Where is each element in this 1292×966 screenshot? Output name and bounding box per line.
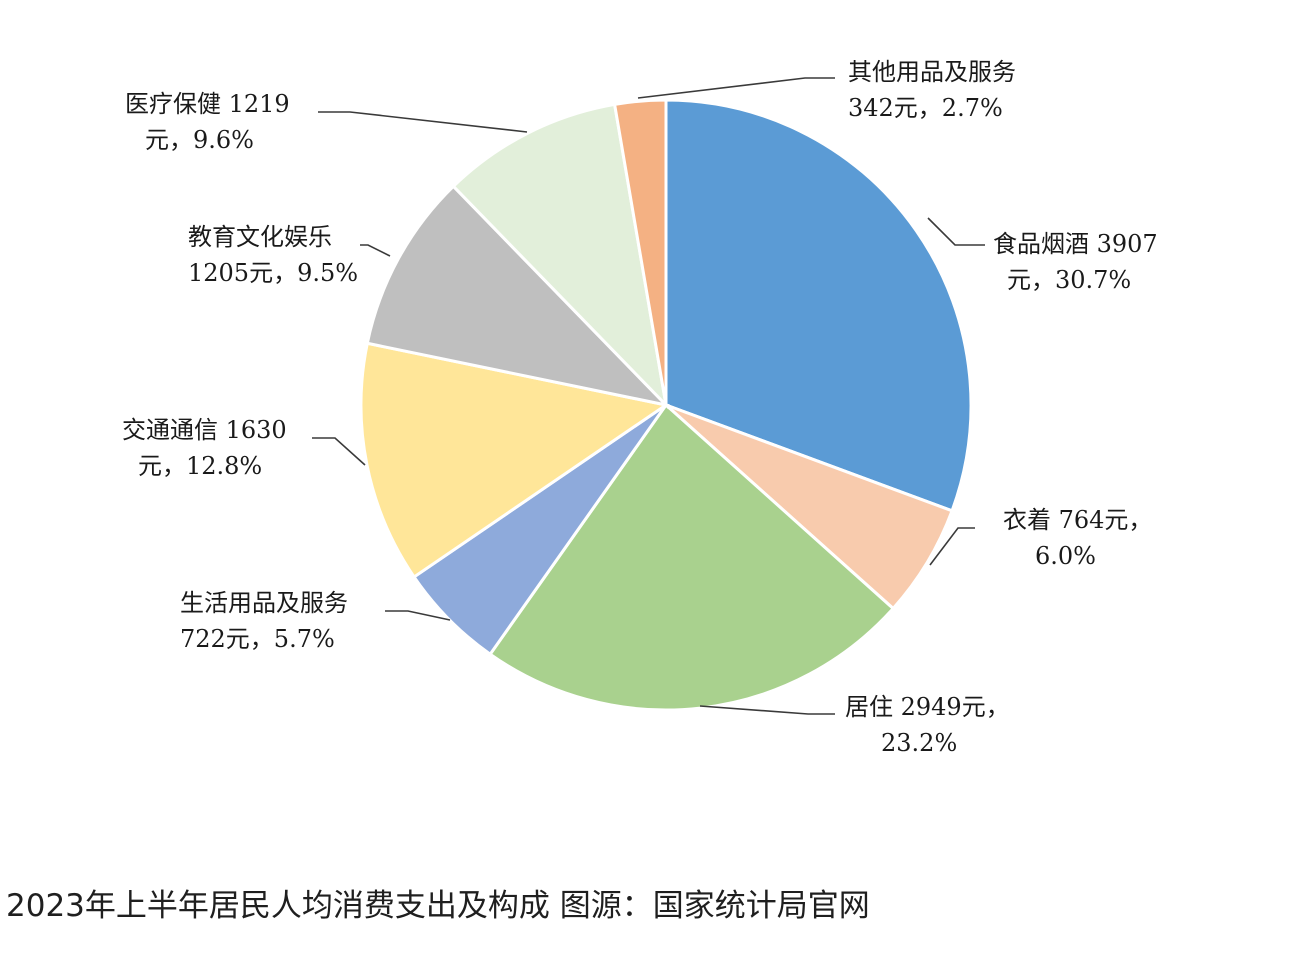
slice-label-line: 23.2%: [881, 729, 957, 757]
slice-label-line: 1205元，9.5%: [188, 259, 358, 287]
chart-caption: 2023年上半年居民人均消费支出及构成 图源：国家统计局官网: [6, 888, 870, 924]
slice-label-line: 其他用品及服务: [848, 58, 1016, 86]
slice-label: 医疗保健 1219 元，9.6%: [125, 90, 290, 154]
leader-line: [929, 527, 975, 566]
pie-chart: 食品烟酒 3907 元，30.7% 衣着 764元， 6.0% 居住 2949元， 23.…: [122, 58, 1158, 757]
slice-label-line: 元，12.8%: [138, 452, 262, 480]
slice-label-line: 衣着 764元，: [1003, 506, 1152, 534]
slice-label-line: 元，9.6%: [145, 126, 254, 154]
pie-slice: [365, 184, 671, 408]
pie-slice: [612, 98, 668, 406]
slice-label: 居住 2949元， 23.2%: [845, 693, 1010, 757]
slice-label-line: 元，30.7%: [1007, 266, 1131, 294]
slice-label: 交通通信 1630 元，12.8%: [122, 416, 287, 480]
leader-line: [385, 610, 451, 621]
leader-lines: [312, 77, 985, 715]
leader-line: [312, 437, 366, 466]
leader-line: [637, 77, 835, 99]
leader-line: [927, 217, 985, 246]
slice-label-line: 医疗保健 1219: [125, 90, 290, 118]
slice-label: 生活用品及服务 722元，5.7%: [180, 589, 348, 653]
leader-line: [360, 244, 391, 257]
slice-label: 衣着 764元， 6.0%: [1003, 506, 1152, 570]
slice-label: 其他用品及服务 342元，2.7%: [848, 58, 1016, 122]
slice-label-line: 6.0%: [1035, 542, 1096, 570]
pie-slice: [488, 402, 896, 712]
slice-label: 教育文化娱乐 1205元，9.5%: [188, 223, 358, 287]
slice-label-line: 342元，2.7%: [848, 94, 1003, 122]
slice-label-line: 生活用品及服务: [180, 589, 348, 617]
pie-slice: [451, 102, 669, 410]
leader-line: [699, 705, 835, 715]
slice-label-line: 教育文化娱乐: [188, 223, 332, 251]
slice-label: 食品烟酒 3907 元，30.7%: [993, 230, 1158, 294]
slice-label-line: 居住 2949元，: [845, 693, 1010, 721]
leader-line: [318, 111, 528, 133]
slice-label-line: 722元，5.7%: [180, 625, 335, 653]
slice-label-line: 食品烟酒 3907: [993, 230, 1158, 258]
pie-slices: [359, 98, 973, 712]
pie-slice: [359, 341, 670, 580]
slice-label-line: 交通通信 1630: [122, 416, 287, 444]
pie-slice: [664, 98, 973, 513]
slice-labels: 食品烟酒 3907 元，30.7% 衣着 764元， 6.0% 居住 2949元， 23.…: [122, 58, 1158, 757]
